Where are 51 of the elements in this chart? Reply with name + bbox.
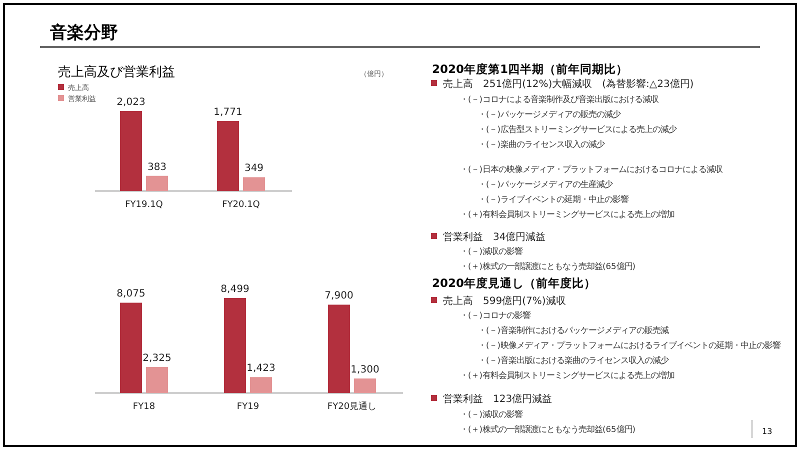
data-label: 383 bbox=[147, 162, 167, 173]
chart-title: 売上高及び営業利益 bbox=[58, 64, 175, 80]
text: ・(－)ライブイベントの延期・中止の影響 bbox=[478, 194, 628, 204]
text: ・(－)減収の影響 bbox=[460, 409, 522, 419]
text: 音楽分野 bbox=[49, 23, 118, 43]
bar bbox=[146, 176, 168, 191]
x-tick-label: FY18 bbox=[132, 402, 156, 412]
text: ・(＋)株式の一部譲渡にともなう売却益(65億円) bbox=[460, 424, 636, 434]
text: ・(－)減収の影響 bbox=[460, 246, 522, 256]
text: ・(－)日本の映像メディア・プラットフォームにおけるコロナによる減収 bbox=[460, 164, 722, 174]
data-label: 349 bbox=[244, 163, 264, 174]
data-label: 2,325 bbox=[142, 353, 172, 364]
bar bbox=[217, 120, 239, 191]
text: ・(＋)有料会員制ストリーミングサービスによる売上の増加 bbox=[460, 209, 674, 219]
data-label: 8,075 bbox=[116, 288, 146, 300]
data-label: 1,300 bbox=[350, 364, 380, 376]
text: ・(＋)株式の一部譲渡にともなう売却益(65億円) bbox=[460, 261, 636, 271]
text: ・(＋)有料会員制ストリーミングサービスによる売上の増加 bbox=[460, 370, 674, 380]
text: ・(－)音楽制作におけるパッケージメディアの販売減 bbox=[478, 325, 668, 335]
data-label: 1,771 bbox=[214, 106, 242, 118]
bar bbox=[243, 177, 265, 191]
x-tick-label: FY20.1Q bbox=[222, 200, 260, 210]
bar bbox=[120, 302, 142, 393]
x-tick-label: FY19 bbox=[236, 402, 260, 412]
text: ・(－)広告型ストリーミングサービスによる売上の減少 bbox=[478, 124, 676, 134]
bar bbox=[120, 111, 142, 191]
text: ・(－)コロナの影響 bbox=[460, 310, 530, 320]
x-tick-label: FY20見通し bbox=[327, 401, 377, 412]
text: 2020年度第1四半期（前年同期比） bbox=[432, 62, 628, 76]
text: ・(－)パッケージメディアの販売の減少 bbox=[478, 109, 620, 119]
text: 売上高 251億円(12%)大幅減収 (為替影響:△23億円) bbox=[443, 78, 694, 90]
text: 売上高 599億円(7%)減収 bbox=[443, 295, 566, 307]
text: 13 bbox=[762, 427, 772, 436]
bar bbox=[354, 378, 376, 393]
text: ・(－)音楽出版における楽曲のライセンス収入の減少 bbox=[478, 355, 668, 365]
data-label: 1,423 bbox=[246, 363, 276, 374]
text: 2020年度見通し（前年度比） bbox=[432, 276, 596, 290]
x-tick-label: FY19.1Q bbox=[125, 200, 163, 210]
text: 営業利益 34億円減益 bbox=[443, 231, 546, 243]
text: 営業利益 123億円減益 bbox=[443, 393, 552, 405]
text: ・(－)楽曲のライセンス収入の減少 bbox=[478, 139, 604, 149]
bar bbox=[328, 304, 350, 393]
data-label: 2,023 bbox=[116, 97, 146, 108]
text: ・(－)パッケージメディアの生産減少 bbox=[478, 179, 612, 189]
data-label: 8,499 bbox=[220, 284, 250, 295]
text: ・(－)映像メディア・プラットフォームにおけるライブイベントの延期・中止の影響 bbox=[478, 340, 780, 350]
bar bbox=[224, 298, 246, 393]
bar bbox=[250, 377, 272, 393]
bar bbox=[146, 367, 168, 393]
text: ・(－)コロナによる音楽制作及び音楽出版における減収 bbox=[460, 94, 658, 104]
data-label: 7,900 bbox=[324, 290, 354, 302]
